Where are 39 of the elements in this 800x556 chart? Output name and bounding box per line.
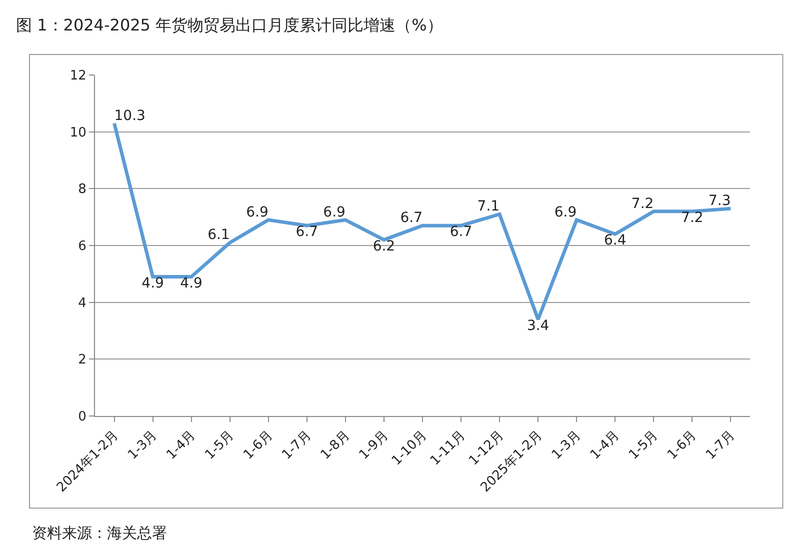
- data-label: 6.7: [450, 224, 472, 240]
- data-label: 6.9: [554, 204, 577, 220]
- data-label: 3.4: [526, 318, 550, 334]
- x-tick-label: 1-3月: [125, 428, 160, 463]
- x-tick-label: 1-5月: [626, 428, 662, 463]
- y-tick-label: 2: [78, 352, 86, 368]
- x-tick-label: 1-4月: [164, 428, 199, 463]
- x-tick-label: 1-9月: [356, 428, 392, 463]
- y-tick-label: 0: [78, 410, 86, 425]
- data-label: 4.9: [180, 275, 202, 292]
- line-series: [112, 122, 732, 322]
- x-tick-label: 1-4月: [588, 428, 623, 463]
- text: 资料来源：海关总署: [32, 524, 167, 542]
- x-tick-label: 1-6月: [240, 428, 276, 463]
- y-tick-label: 6: [78, 239, 86, 254]
- data-label: 6.4: [604, 232, 626, 249]
- x-tick-label: 1-5月: [202, 428, 238, 463]
- data-label: 10.3: [114, 108, 146, 124]
- y-tick-label: 10: [70, 125, 86, 140]
- y-tick-label: 4: [78, 296, 86, 311]
- data-label: 7.1: [477, 198, 500, 215]
- data-label: 6.7: [296, 224, 318, 240]
- x-tick-label: 1-7月: [703, 428, 738, 463]
- data-label: 7.3: [708, 193, 731, 210]
- data-label: 7.2: [681, 210, 704, 226]
- x-tick-label: 1-8月: [318, 428, 353, 463]
- x-tick-label: 1-7月: [280, 428, 314, 463]
- data-label: 7.2: [631, 196, 654, 212]
- y-tick-label: 8: [78, 182, 86, 198]
- data-label: 6.9: [246, 204, 268, 220]
- data-label: 6.1: [208, 227, 230, 244]
- data-label: 6.9: [323, 204, 346, 220]
- chart-title: 图 1：2024-2025 年货物贸易出口月度累计同比增速（%）: [16, 16, 443, 35]
- x-tick-label: 1-6月: [664, 428, 700, 463]
- data-label: 6.7: [400, 210, 422, 226]
- y-tick-label: 12: [70, 68, 86, 84]
- data-label: 4.9: [142, 275, 164, 292]
- x-tick-label: 1-3月: [549, 428, 584, 463]
- data-label: 6.2: [372, 238, 396, 254]
